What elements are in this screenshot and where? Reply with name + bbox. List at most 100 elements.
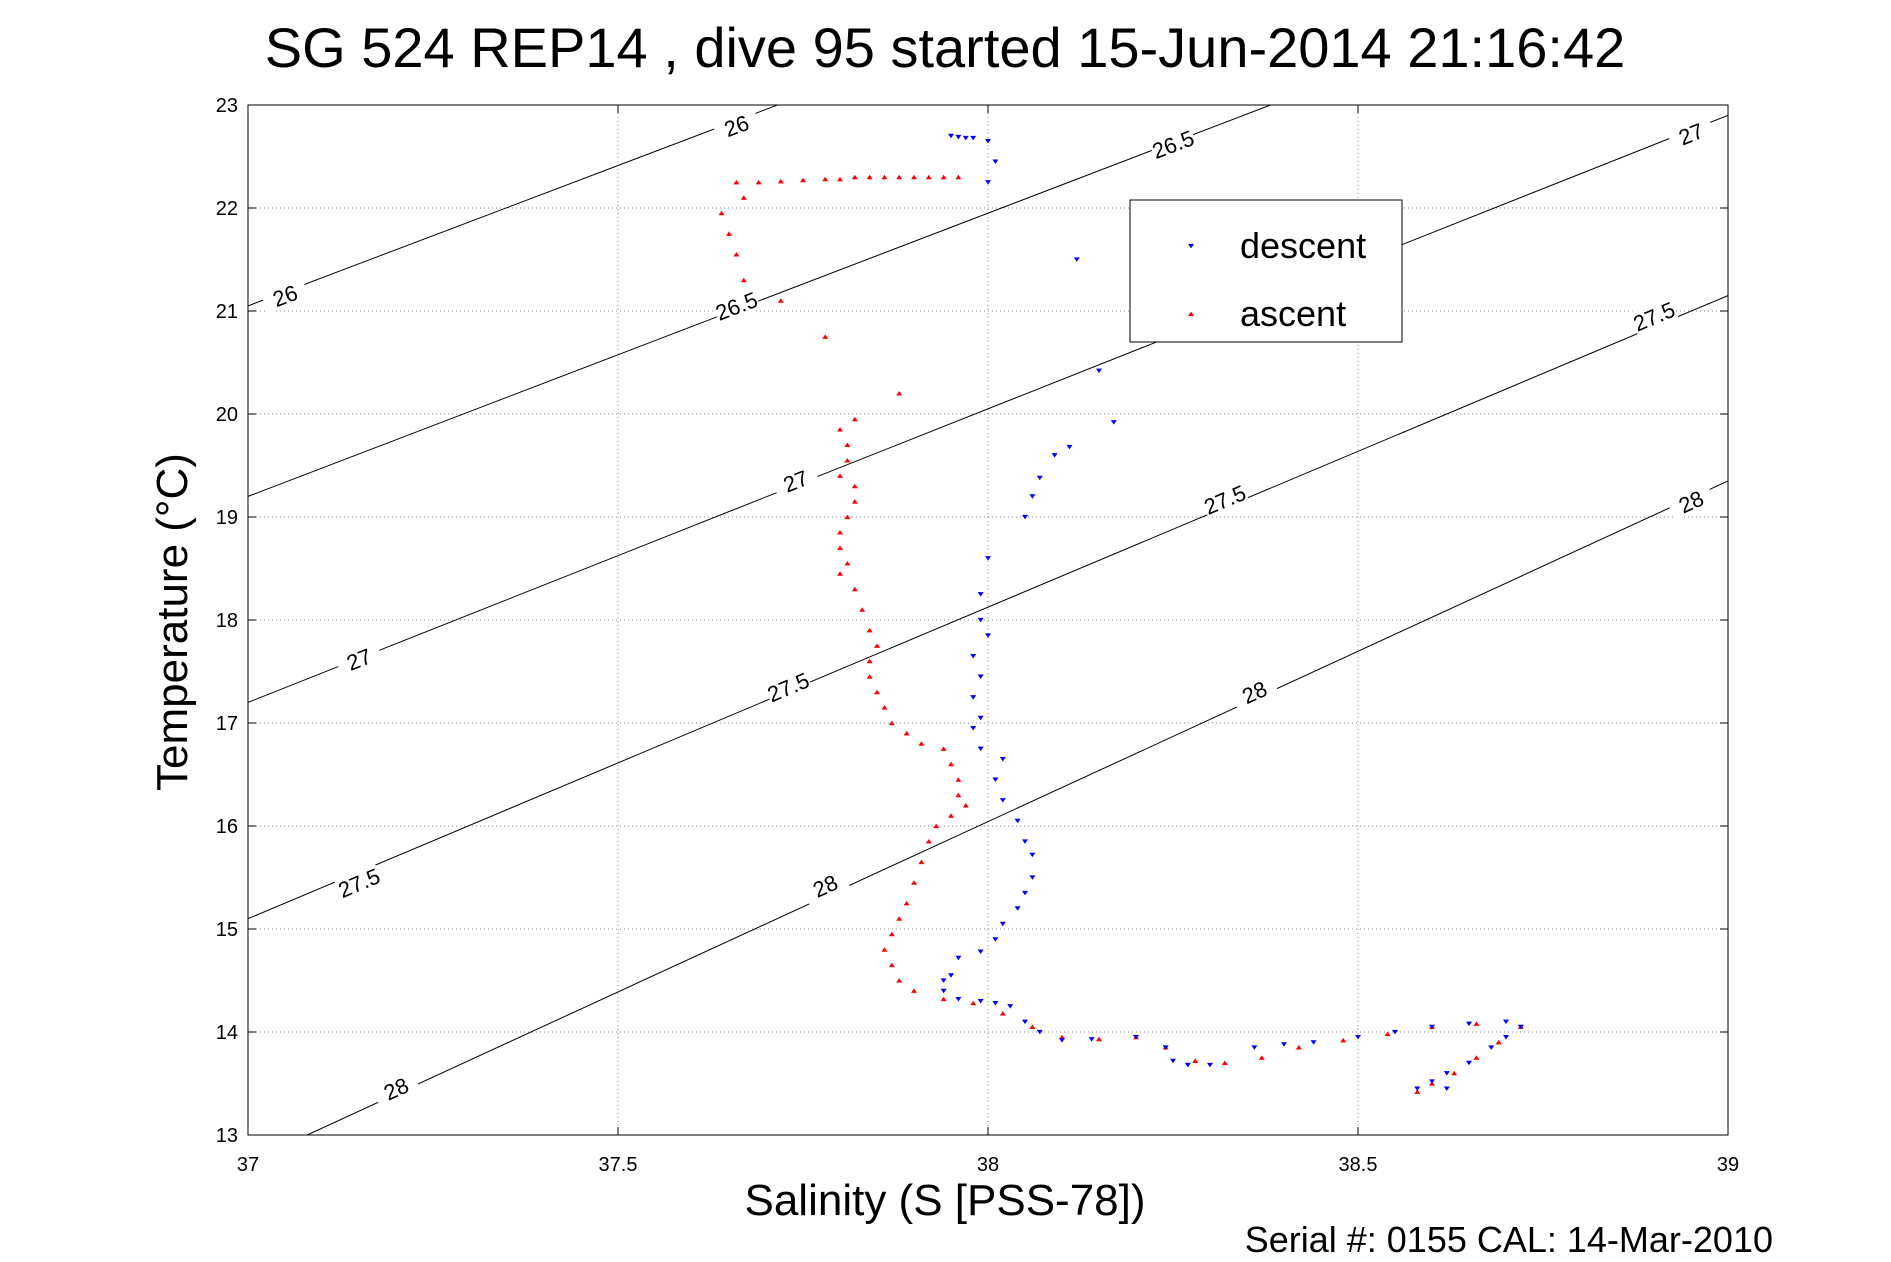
x-axis-label: Salinity (S [PSS-78]) bbox=[744, 1176, 1145, 1225]
descent-point bbox=[1162, 1045, 1169, 1050]
descent-point bbox=[1503, 1035, 1509, 1040]
contour-label: 27.5 bbox=[335, 863, 384, 903]
ascent-point bbox=[1221, 1060, 1228, 1065]
ascent-point bbox=[918, 741, 925, 746]
ascent-point bbox=[896, 916, 903, 921]
ascent-point bbox=[925, 839, 932, 844]
legend-marker-descent bbox=[1188, 243, 1194, 249]
ascent-point bbox=[1384, 1031, 1391, 1037]
contour-label-bg bbox=[799, 864, 850, 905]
descent-point bbox=[1007, 1004, 1014, 1009]
descent-point bbox=[970, 135, 977, 141]
ascent-point bbox=[1473, 1055, 1480, 1060]
ascent-point bbox=[1414, 1089, 1421, 1094]
ascent-point bbox=[1192, 1058, 1199, 1063]
descent-point bbox=[977, 674, 984, 680]
contour-label-bg bbox=[259, 275, 310, 314]
descent-point bbox=[1466, 1021, 1472, 1027]
ascent-point bbox=[918, 859, 925, 865]
ascent-point bbox=[881, 705, 888, 710]
ascent-point bbox=[933, 823, 940, 829]
ascent-point bbox=[955, 777, 962, 782]
descent-point bbox=[977, 746, 984, 752]
ascent-point bbox=[777, 298, 784, 303]
descent-point bbox=[985, 633, 991, 638]
ascent-point bbox=[948, 761, 954, 767]
chart-title: SG 524 REP14 , dive 95 started 15-Jun-20… bbox=[265, 16, 1625, 79]
descent-point bbox=[1096, 368, 1102, 374]
y-tick-label: 18 bbox=[216, 610, 238, 632]
ascent-point bbox=[844, 457, 851, 463]
descent-point bbox=[992, 777, 999, 783]
ascent-point bbox=[874, 689, 880, 695]
descent-point bbox=[999, 921, 1006, 927]
descent-point bbox=[977, 592, 984, 597]
descent-point bbox=[955, 134, 962, 140]
ascent-point bbox=[851, 586, 858, 592]
descent-point bbox=[948, 973, 954, 978]
legend-label-ascent: ascent bbox=[1240, 293, 1346, 334]
contour-line bbox=[248, 114, 1728, 703]
ascent-point bbox=[896, 174, 903, 180]
ascent-point bbox=[888, 720, 895, 726]
descent-point bbox=[970, 695, 977, 700]
axis-ticks: 37 37.5 38 38.5 39 13 14 15 16 17 18 19 20 21 22 23 bbox=[216, 95, 1739, 1176]
descent-point bbox=[999, 798, 1006, 803]
descent-point bbox=[977, 617, 984, 623]
contour-label-bg bbox=[1199, 478, 1250, 519]
descent-point bbox=[977, 715, 984, 721]
contour-label-bg bbox=[711, 285, 761, 324]
descent-point bbox=[1036, 475, 1043, 481]
ascent-point bbox=[844, 442, 851, 447]
descent-point bbox=[1443, 1071, 1450, 1076]
ascent-point bbox=[940, 174, 947, 180]
contour-label-bg bbox=[711, 105, 761, 144]
descent-point bbox=[1251, 1045, 1258, 1050]
ascent-point bbox=[911, 880, 917, 885]
descent-point bbox=[1392, 1029, 1398, 1035]
y-tick-label: 22 bbox=[216, 198, 238, 220]
ascent-point bbox=[740, 195, 747, 200]
ascent-point bbox=[1295, 1045, 1302, 1050]
ascent-point bbox=[866, 674, 873, 679]
legend-label-descent: descent bbox=[1240, 225, 1366, 266]
ascent-point bbox=[851, 416, 858, 422]
descent-point bbox=[1029, 875, 1036, 880]
contour-label-bg bbox=[1628, 295, 1679, 335]
y-tick-label: 17 bbox=[216, 713, 238, 735]
ascent-point bbox=[1258, 1055, 1265, 1060]
legend-box bbox=[1129, 199, 1403, 343]
ascent-point bbox=[1096, 1036, 1102, 1042]
descent-point bbox=[1066, 444, 1073, 450]
ascent-point bbox=[859, 607, 866, 612]
ascent-point bbox=[726, 231, 732, 236]
ascent-point bbox=[896, 978, 903, 983]
contour-line bbox=[248, 105, 1272, 497]
ascent-point bbox=[733, 179, 740, 185]
contour-label: 27.5 bbox=[1630, 297, 1679, 337]
ascent-point bbox=[962, 803, 969, 808]
ascent-point bbox=[888, 962, 895, 968]
descent-point bbox=[1414, 1086, 1421, 1092]
ascent-point bbox=[851, 499, 858, 504]
y-tick-label: 20 bbox=[216, 404, 238, 426]
descent-point bbox=[1207, 1062, 1213, 1068]
descent-point bbox=[1036, 1029, 1043, 1035]
ascent-point bbox=[896, 391, 903, 396]
ascent-point bbox=[911, 174, 917, 180]
descent-point bbox=[1429, 1079, 1435, 1084]
descent-point bbox=[999, 756, 1006, 762]
contour-label-bg bbox=[1228, 671, 1279, 712]
ascent-point bbox=[866, 174, 873, 180]
ascent-point bbox=[866, 658, 873, 664]
contour-label-bg bbox=[762, 666, 813, 706]
ascent-point bbox=[903, 900, 910, 906]
ascent-point bbox=[837, 176, 843, 182]
ascent-point bbox=[837, 473, 843, 478]
descent-point bbox=[985, 556, 991, 561]
descent-point bbox=[948, 133, 954, 139]
contour-line bbox=[306, 480, 1728, 1135]
ascent-point bbox=[844, 560, 851, 566]
ascent-point bbox=[955, 174, 962, 180]
y-tick-label: 21 bbox=[216, 301, 238, 323]
